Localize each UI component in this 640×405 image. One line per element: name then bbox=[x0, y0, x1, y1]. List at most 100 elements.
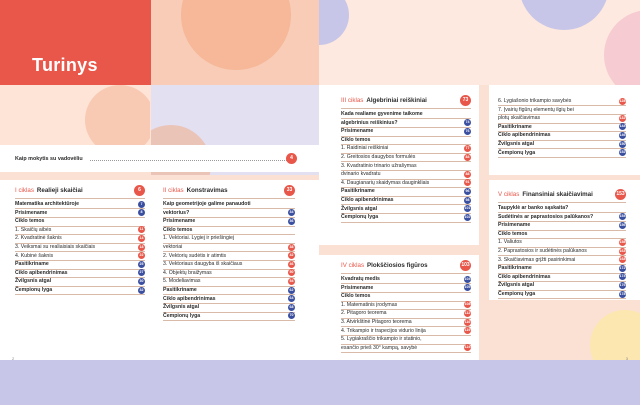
toc-entry[interactable]: Pasitikriname 96 bbox=[341, 187, 471, 195]
toc-entry[interactable]: 1. Raidiniai reiškiniai 77 bbox=[341, 144, 471, 152]
toc-entry[interactable]: 6. Lygiašonio trikampio savybės 128 bbox=[498, 97, 626, 105]
toc-entry[interactable]: 1. Matematinis įrodymas 108 bbox=[341, 301, 471, 309]
toc-entry[interactable]: Kaip geometrijoje galime panaudoti bbox=[163, 201, 295, 207]
toc-entry[interactable]: 3. Skaičiavimas grįžti pasirinkimai 168 bbox=[498, 256, 626, 264]
toc-entry[interactable]: Čempionų lyga 178 bbox=[498, 290, 626, 298]
row-separator bbox=[341, 326, 471, 328]
toc-entry[interactable]: Prisimename 8 bbox=[15, 209, 145, 217]
toc-entry[interactable]: Žvilgsnis atgal 68 bbox=[163, 303, 295, 311]
toc-entry[interactable]: 5. Lygiakraščio trikampio ir statinio, bbox=[341, 336, 471, 342]
row-separator bbox=[498, 221, 626, 222]
toc-entry[interactable]: Taupyklė ar banko sąskaita? bbox=[498, 205, 626, 211]
toc-entry[interactable]: plotų skaičiavimas 132 bbox=[498, 114, 626, 122]
chapter-header: IV ciklas Plokščiosios figūros 103 bbox=[341, 260, 471, 271]
toc-entry[interactable]: 5. Modeliavimas 54 bbox=[163, 277, 295, 285]
toc-entry[interactable]: vektorius? 34 bbox=[163, 209, 295, 217]
toc-entry[interactable]: Žvilgsnis atgal 150 bbox=[498, 140, 626, 148]
toc-entry[interactable]: Kada realiame gyvenime taikome bbox=[341, 111, 471, 117]
toc-entry[interactable]: 2. Pitagoro teorema 112 bbox=[341, 309, 471, 317]
toc-entry[interactable]: Žvilgsnis atgal 176 bbox=[498, 281, 626, 289]
toc-entry[interactable]: Prisimename 36 bbox=[163, 217, 295, 225]
toc-entry[interactable]: Kvadratų medis 104 bbox=[341, 275, 471, 283]
chapter-name[interactable]: Algebriniai reiškiniai bbox=[366, 97, 427, 104]
chapter-name[interactable]: Plokščiosios figūros bbox=[367, 262, 428, 269]
toc-entry[interactable]: 1. Vektoriai. Lygiej ir priešingiej bbox=[163, 235, 295, 241]
chapter-name[interactable]: Konstravimas bbox=[186, 187, 228, 194]
toc-entry-page: 70 bbox=[288, 312, 295, 320]
toc-entry[interactable]: Čempionų lyga 70 bbox=[163, 312, 295, 320]
toc-entry[interactable]: Pasitikriname 25 bbox=[15, 260, 145, 268]
toc-entry-page: 84 bbox=[464, 153, 471, 161]
toc-entry-page: 11 bbox=[138, 226, 145, 234]
toc-entry[interactable]: Ciklo temos bbox=[15, 218, 145, 224]
chapter-name[interactable]: Finansiniai skaičiavimai bbox=[522, 191, 593, 198]
chapter-name[interactable]: Realieji skaičiai bbox=[36, 187, 83, 194]
toc-entry[interactable]: Pasitikriname 62 bbox=[163, 286, 295, 294]
toc-entry[interactable]: 4. Objektų braižymas 50 bbox=[163, 269, 295, 277]
toc-entry[interactable]: Ciklo temos bbox=[341, 137, 471, 143]
toc-entry[interactable]: 3. Veiksmai su realiaisiais skaičiais 18 bbox=[15, 243, 145, 251]
toc-entry-page: 178 bbox=[619, 290, 626, 298]
toc-entry[interactable]: Čempionų lyga 102 bbox=[341, 213, 471, 221]
toc-entry-title: Čempionų lyga bbox=[498, 149, 536, 156]
toc-entry[interactable]: 3. Kvadratinio trinario užrašymas bbox=[341, 163, 471, 169]
row-separator bbox=[341, 221, 471, 223]
toc-entry-title: Pasitikriname bbox=[163, 287, 197, 293]
toc-entry-title: Čempionų lyga bbox=[163, 312, 201, 319]
toc-entry[interactable]: Pasitikriname 172 bbox=[498, 264, 626, 272]
toc-entry[interactable]: Prisimename 105 bbox=[341, 284, 471, 292]
toc-entry-title: Pasitikriname bbox=[498, 265, 532, 272]
toc-entry[interactable]: Žvilgsnis atgal 30 bbox=[15, 277, 145, 285]
toc-entry-page: 54 bbox=[288, 277, 295, 285]
toc-entry-page: 150 bbox=[619, 140, 626, 148]
toc-entry[interactable]: Ciklo temos bbox=[341, 293, 471, 299]
toc-entry[interactable]: Čempionų lyga 32 bbox=[15, 286, 145, 294]
row-separator bbox=[498, 105, 626, 107]
toc-entry[interactable]: Pasitikriname 144 bbox=[498, 123, 626, 131]
toc-entry[interactable]: Ciklo apibendrinimas 174 bbox=[498, 273, 626, 281]
toc-entry[interactable]: esančio prieš 30° kampą, savybė 124 bbox=[341, 344, 471, 352]
chapter-header: V ciklas Finansiniai skaičiavimai 153 bbox=[498, 189, 626, 200]
toc-entry[interactable]: 7. Įvairių figūrų elementų ilgių bei bbox=[498, 107, 626, 113]
toc-entry-title: Ciklo apibendrinimas bbox=[341, 197, 394, 203]
toc-entry-page: 158 bbox=[619, 238, 626, 246]
row-separator bbox=[15, 294, 145, 296]
intro-label[interactable]: Kaip mokytis su vadovėliu bbox=[15, 156, 83, 162]
toc-entry-page: 128 bbox=[619, 97, 626, 105]
toc-entry-page: 36 bbox=[288, 217, 295, 225]
toc-entry[interactable]: Ciklo apibendrinimas 146 bbox=[498, 131, 626, 139]
toc-entry-page: 91 bbox=[464, 179, 471, 187]
toc-entry[interactable]: 4. Kubinė šaknis 22 bbox=[15, 252, 145, 260]
toc-entry[interactable]: Ciklo temos bbox=[498, 231, 626, 237]
toc-entry[interactable]: vektoriai 38 bbox=[163, 243, 295, 251]
toc-entry[interactable]: 3. Vektoriaus daugyba iš skaičiaus 46 bbox=[163, 260, 295, 268]
toc-entry[interactable]: Čempionų lyga 152 bbox=[498, 149, 626, 157]
toc-entry-title: Prisimename bbox=[163, 218, 196, 225]
toc-entry[interactable]: 2. Kvadratinė šaknis 14 bbox=[15, 234, 145, 242]
toc-entry[interactable]: dvinario kvadratu 88 bbox=[341, 170, 471, 178]
toc-entry[interactable]: 2. Greitosios daugybos formulės 84 bbox=[341, 153, 471, 161]
toc-entry-title: Čempionų lyga bbox=[15, 287, 53, 293]
toc-entry[interactable]: 2. Paprastosios ir sudėtinės palūkanos 16… bbox=[498, 247, 626, 255]
toc-entry[interactable]: 1. Valiutos 158 bbox=[498, 238, 626, 246]
toc-entry[interactable]: Ciklo apibendrinimas 27 bbox=[15, 269, 145, 277]
toc-entry[interactable]: Matematika architektūroje 7 bbox=[15, 200, 145, 208]
toc-entry[interactable]: 4. Trikampio ir trapecijos vidurio linij… bbox=[341, 327, 471, 335]
toc-entry[interactable]: Sudėtinės ar paprastosios palūkanos? 154 bbox=[498, 213, 626, 221]
toc-entry[interactable]: Ciklo apibendrinimas 64 bbox=[163, 295, 295, 303]
row-separator bbox=[498, 122, 626, 124]
toc-entry[interactable]: 3. Atvirkštinė Pitagoro teorema 116 bbox=[341, 318, 471, 326]
row-separator bbox=[341, 178, 471, 180]
toc-entry[interactable]: 4. Daugianarių skaidymas dauginkliais 91 bbox=[341, 179, 471, 187]
toc-entry[interactable]: Ciklo temos bbox=[163, 227, 295, 233]
toc-entry[interactable]: Prisimename 156 bbox=[498, 221, 626, 229]
toc-entry[interactable]: 1. Skaičių aibės 11 bbox=[15, 226, 145, 234]
chapter-page: 153 bbox=[615, 189, 626, 200]
toc-entry[interactable]: Žvilgsnis atgal 101 bbox=[341, 205, 471, 213]
row-separator bbox=[341, 187, 471, 189]
toc-entry-page: 32 bbox=[138, 286, 145, 294]
toc-entry[interactable]: Prisimename 76 bbox=[341, 127, 471, 135]
toc-entry[interactable]: 2. Vektorių sudėtis ir atimtis 42 bbox=[163, 252, 295, 260]
toc-entry[interactable]: Ciklo apibendrinimas 98 bbox=[341, 196, 471, 204]
toc-entry[interactable]: algebrinius reiškinius? 74 bbox=[341, 119, 471, 127]
